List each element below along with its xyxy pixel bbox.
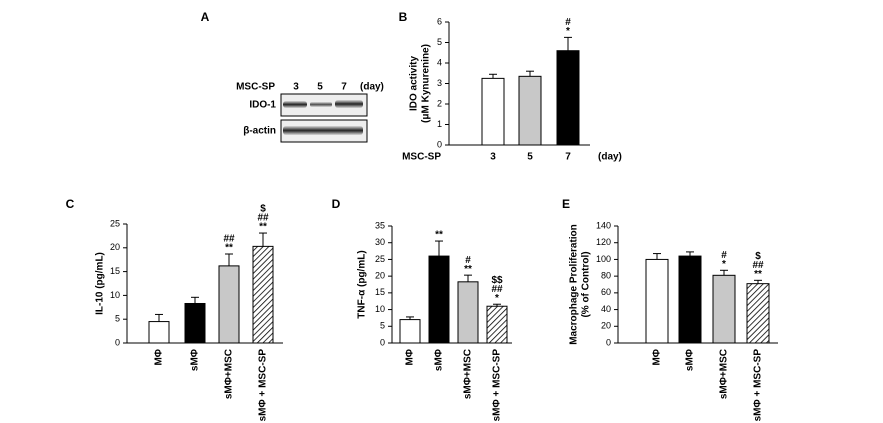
y-tick-label: 0 <box>380 337 385 347</box>
y-tick-label: 5 <box>380 321 385 331</box>
y-tick-label: 25 <box>110 218 120 228</box>
y-tick-label: 10 <box>375 304 385 314</box>
bar <box>678 255 702 344</box>
y-tick-label: 35 <box>375 220 385 230</box>
x-tick-label: 7 <box>565 152 571 163</box>
y-axis-label: (% of Control) <box>581 251 592 317</box>
y-axis-label: TNF-α (pg/mL) <box>357 250 368 318</box>
lane-unit: (day) <box>360 82 384 93</box>
x-tick-label: sMΦ <box>434 349 445 371</box>
significance-mark: ## <box>491 284 503 295</box>
x-tick-label: 5 <box>527 152 533 163</box>
significance-mark: ## <box>257 213 269 224</box>
y-tick-label: 1 <box>437 119 442 129</box>
y-tick-label: 80 <box>601 271 611 281</box>
bar <box>712 274 736 344</box>
significance-mark: * <box>566 26 570 37</box>
y-tick-label: 20 <box>110 242 120 252</box>
x-tick-label: sMΦ+MSC <box>719 349 730 399</box>
y-tick-label: 10 <box>110 290 120 300</box>
x-tick-label: 3 <box>490 152 496 163</box>
x-axis-label: MSC-SP <box>402 152 441 163</box>
significance-mark: * <box>495 293 499 304</box>
blot-row-label: MSC-SP <box>236 82 275 93</box>
significance-mark: $ <box>260 204 266 215</box>
bar <box>746 283 770 344</box>
y-axis-label: Macrophage Proliferation <box>569 224 580 345</box>
lane-label: 7 <box>341 82 347 93</box>
significance-mark: * <box>722 259 726 270</box>
y-axis-label: (μM Kynurenine) <box>421 44 432 123</box>
significance-mark: $$ <box>491 275 503 286</box>
x-tick-label: MΦ <box>652 349 663 366</box>
y-tick-label: 100 <box>596 254 611 264</box>
x-tick-label: MΦ <box>405 349 416 366</box>
x-tick-label: sMΦ + MSC-SP <box>492 349 503 422</box>
y-tick-label: 3 <box>437 78 442 88</box>
significance-mark: ** <box>225 243 233 254</box>
significance-mark: ** <box>464 264 472 275</box>
y-axis-label: IDO activity <box>409 56 420 111</box>
blot-image <box>280 93 368 143</box>
band-label: β-actin <box>243 126 276 137</box>
bar <box>645 258 669 344</box>
significance-mark: ** <box>754 269 762 280</box>
bar <box>457 281 479 344</box>
band-label: IDO-1 <box>249 100 276 111</box>
y-tick-label: 15 <box>375 287 385 297</box>
panel-letter: C <box>66 197 75 211</box>
bar <box>252 245 274 344</box>
bar <box>428 255 450 344</box>
y-tick-label: 140 <box>596 220 611 230</box>
y-tick-label: 120 <box>596 237 611 247</box>
y-axis-label: IL-10 (pg/mL) <box>95 252 106 315</box>
x-tick-label: MΦ <box>154 349 165 366</box>
x-tick-label: sMΦ+MSC <box>224 349 235 399</box>
bar <box>218 265 240 344</box>
panel-letter: E <box>562 197 570 211</box>
x-axis-unit: (day) <box>598 152 622 163</box>
y-tick-label: 15 <box>110 266 120 276</box>
significance-mark: ## <box>223 234 235 245</box>
bar <box>399 319 421 344</box>
panel-letter: D <box>332 197 341 211</box>
bar <box>184 302 206 344</box>
significance-mark: $ <box>755 251 761 262</box>
lane-label: 5 <box>317 82 323 93</box>
bar <box>518 75 542 146</box>
y-tick-label: 5 <box>115 314 120 324</box>
significance-mark: # <box>565 17 571 28</box>
y-tick-label: 40 <box>601 304 611 314</box>
y-tick-label: 4 <box>437 57 442 67</box>
panel-letter: B <box>399 10 408 24</box>
significance-mark: # <box>465 255 471 266</box>
panel-letter: A <box>201 10 210 24</box>
significance-mark: ** <box>435 230 443 241</box>
y-tick-label: 60 <box>601 287 611 297</box>
y-tick-label: 0 <box>606 337 611 347</box>
y-tick-label: 6 <box>437 16 442 26</box>
bar <box>148 321 170 344</box>
significance-mark: # <box>721 250 727 261</box>
lane-label: 3 <box>293 82 299 93</box>
y-tick-label: 2 <box>437 98 442 108</box>
y-tick-label: 5 <box>437 37 442 47</box>
bar <box>481 77 505 146</box>
x-tick-label: sMΦ <box>685 349 696 371</box>
significance-mark: ** <box>259 222 267 233</box>
x-tick-label: sMΦ+MSC <box>463 349 474 399</box>
x-tick-label: sMΦ <box>190 349 201 371</box>
bar <box>486 305 508 344</box>
y-tick-label: 0 <box>115 337 120 347</box>
y-tick-label: 30 <box>375 237 385 247</box>
y-tick-label: 20 <box>375 271 385 281</box>
y-tick-label: 20 <box>601 321 611 331</box>
bar <box>556 50 580 146</box>
significance-mark: ## <box>752 260 764 271</box>
x-tick-label: sMΦ + MSC-SP <box>258 349 269 422</box>
y-tick-label: 0 <box>437 139 442 149</box>
y-tick-label: 25 <box>375 254 385 264</box>
x-tick-label: sMΦ + MSC-SP <box>753 349 764 422</box>
